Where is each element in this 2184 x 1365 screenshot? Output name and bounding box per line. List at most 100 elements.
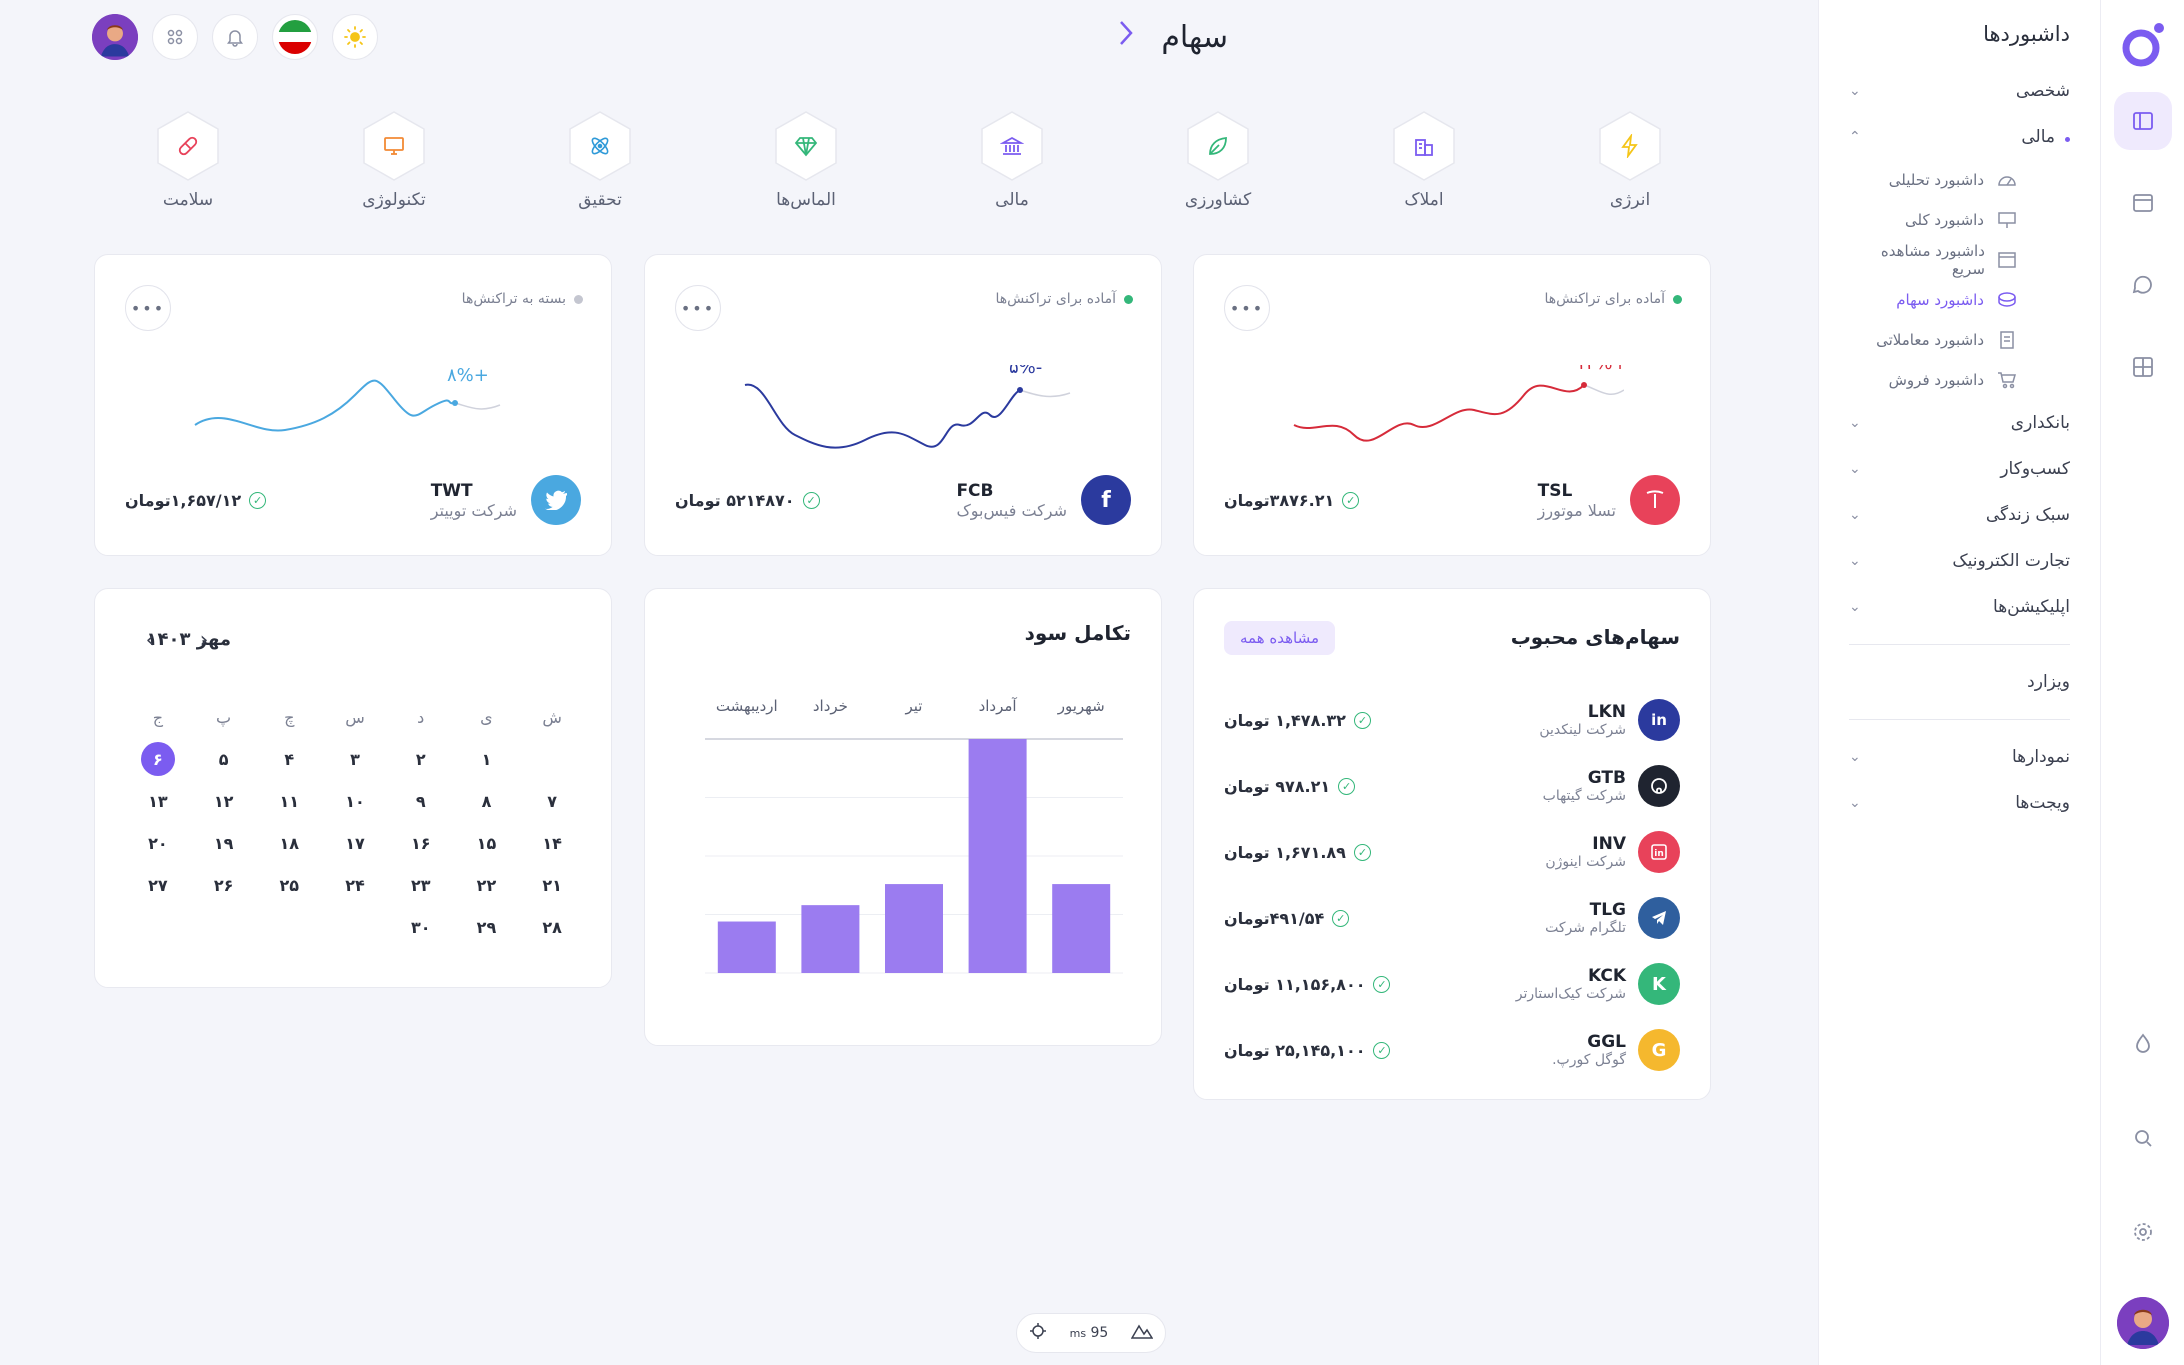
user-avatar[interactable] — [2116, 1297, 2169, 1349]
crosshair-icon[interactable] — [1029, 1322, 1047, 1344]
calendar-day[interactable]: ۱۵ — [476, 833, 497, 853]
svg-text:in: in — [1654, 849, 1664, 859]
mountain-icon[interactable] — [1131, 1323, 1154, 1343]
calendar-day[interactable]: ۱۶ — [410, 833, 431, 853]
sidebar-group-ecommerce[interactable]: تجارت الکترونیک ⌄ — [1849, 538, 2070, 584]
calendar-day[interactable]: ۲۹ — [476, 917, 497, 937]
category-real-estate[interactable]: املاک — [1364, 110, 1484, 210]
sidebar-group-widgets[interactable]: ویجت‌ها ⌄ — [1849, 780, 2070, 826]
stock-company: شرکت فیس‌بوک — [956, 500, 1067, 520]
language-flag-icon[interactable] — [272, 14, 318, 60]
view-all-button[interactable]: مشاهده همه — [1224, 621, 1336, 655]
favorite-row-ggl[interactable]: G GGL گوگل کورپ. ✓ ۲۵,۱۴۵,۱۰۰ تومان — [1224, 1017, 1680, 1083]
calendar-day[interactable]: ۲۳ — [410, 875, 431, 895]
more-options-icon[interactable]: ••• — [1224, 285, 1270, 331]
theme-sun-icon[interactable] — [332, 14, 378, 60]
sidebar-group-lifestyle[interactable]: سبک زندگی ⌄ — [1849, 492, 2070, 538]
sidebar-item-stocks-dashboard[interactable]: داشبورد سهام — [1849, 280, 2070, 320]
calendar-day[interactable]: ۲ — [415, 749, 426, 769]
sidebar-group-finance[interactable]: مالی ⌃ — [1849, 114, 2070, 160]
calendar-day[interactable]: ۱۴ — [542, 833, 562, 853]
chat-icon[interactable] — [2114, 256, 2172, 314]
calendar-day[interactable]: ۴ — [284, 749, 295, 769]
favorite-row-inv[interactable]: in INV شرکت اینوژن ✓ ۱,۶۷۱.۸۹ تومان — [1224, 819, 1680, 885]
chevron-left-icon[interactable]: ‹ — [145, 627, 155, 653]
favorite-row-gtb[interactable]: GTB شرکت گیتهاب ✓ ۹۷۸.۲۱ تومان — [1224, 753, 1680, 819]
search-icon[interactable] — [2114, 1109, 2172, 1167]
category-diamonds[interactable]: الماس‌ها — [746, 110, 866, 210]
calendar-day[interactable]: ۱۰ — [345, 791, 365, 811]
calendar-day[interactable]: ۲۷ — [148, 875, 168, 895]
settings-gear-icon[interactable] — [2114, 1203, 2172, 1261]
sidebar-group-banking[interactable]: بانکداری ⌄ — [1849, 400, 2070, 446]
sidebar-item-wizard[interactable]: ویزارد — [1849, 659, 2070, 705]
favorite-row-kck[interactable]: K KCK شرکت کیک‌استارتر ✓ ۱۱,۱۵۶,۸۰۰ تومان — [1224, 951, 1680, 1017]
category-health[interactable]: سلامت — [128, 110, 248, 210]
calendar-weekday: ش — [542, 707, 562, 727]
stock-card-tsl[interactable]: آماده برای تراکنش‌ها ••• +۱۴% TSL تسلا م… — [1193, 254, 1711, 556]
category-energy[interactable]: انرژی — [1570, 110, 1690, 210]
sidebar-item-quickview-dashboard[interactable]: داشبورد مشاهده سریع — [1849, 240, 2070, 280]
notification-bell-icon[interactable] — [212, 14, 258, 60]
category-research[interactable]: تحقیق — [540, 110, 660, 210]
calendar-day[interactable]: ۳ — [350, 749, 360, 769]
sidebar-item-trading-dashboard[interactable]: داشبورد معاملاتی — [1849, 320, 2070, 360]
chevron-right-icon[interactable] — [1115, 18, 1137, 56]
calendar-day[interactable]: ۱۸ — [279, 833, 300, 853]
chevron-right-icon[interactable]: › — [199, 627, 209, 653]
calendar-day[interactable]: ۸ — [481, 791, 492, 811]
calendar-day[interactable]: ۱۱ — [279, 791, 300, 811]
chevron-down-icon: ⌄ — [1849, 749, 1861, 765]
sidebar-item-sales-dashboard[interactable]: داشبورد فروش — [1849, 360, 2070, 400]
calendar-day[interactable]: ۲۱ — [542, 875, 562, 895]
calendar-weekday: ی — [480, 707, 493, 727]
gauge-icon — [1996, 171, 2018, 189]
sidebar-group-personal[interactable]: شخصی ⌄ — [1849, 68, 2070, 114]
sidebar-group-apps[interactable]: اپلیکیشن‌ها ⌄ — [1849, 584, 2070, 630]
drop-icon[interactable] — [2114, 1015, 2172, 1073]
sidebar-group-business[interactable]: کسب‌وکار ⌄ — [1849, 446, 2070, 492]
calendar-weekday: ج — [152, 707, 164, 727]
category-technology[interactable]: تکنولوژی — [334, 110, 454, 210]
favorite-row-tlg[interactable]: TLG تلگرام شرکت ✓ ۴۹۱/۵۴تومان — [1224, 885, 1680, 951]
more-options-icon[interactable]: ••• — [125, 285, 171, 331]
calendar-day[interactable]: ۲۴ — [345, 875, 365, 895]
apps-grid-icon[interactable] — [152, 14, 198, 60]
calendar-day[interactable]: ۲۶ — [213, 875, 234, 895]
calendar-today[interactable]: ۶ — [140, 742, 175, 776]
calendar-day[interactable]: ۱ — [481, 749, 492, 769]
calendar-day[interactable]: ۱۲ — [213, 791, 234, 811]
calendar-day[interactable]: ۱۳ — [148, 791, 168, 811]
sidebar-item-overview-dashboard[interactable]: داشبورد کلی — [1849, 200, 2070, 240]
stock-change: +۱۴% — [1576, 365, 1624, 374]
stock-status: بسته به تراکنش‌ها — [462, 291, 583, 307]
stock-ticker: TWT — [430, 480, 473, 501]
category-finance[interactable]: مالی — [952, 110, 1072, 210]
sidebar-toggle-icon[interactable] — [2113, 92, 2172, 150]
calendar-day[interactable]: ۲۸ — [542, 917, 562, 937]
calendar-nav: ‹ › — [135, 625, 219, 655]
layout-icon[interactable] — [2114, 174, 2172, 232]
grid-icon[interactable] — [2114, 338, 2172, 396]
calendar-day[interactable]: ۵ — [218, 749, 229, 769]
calendar-empty-cell — [519, 743, 585, 775]
calendar-day[interactable]: ۳۰ — [410, 917, 431, 937]
sidebar-item-analytics-dashboard[interactable]: داشبورد تحلیلی — [1849, 160, 2070, 200]
stock-card-twt[interactable]: بسته به تراکنش‌ها ••• +۸% TWT شرکت توییت… — [94, 254, 612, 556]
stock-card-fcb[interactable]: آماده برای تراکنش‌ها ••• -۵% f FCB شرکت … — [644, 254, 1162, 556]
calendar-day[interactable]: ۷ — [547, 791, 558, 811]
calendar-day[interactable]: ۶ — [125, 742, 191, 776]
calendar-day[interactable]: ۹ — [415, 791, 426, 811]
favorite-row-lkn[interactable]: in LKN شرکت لینکدین ✓ ۱,۴۷۸.۳۲ تومان — [1224, 687, 1680, 753]
calendar-day[interactable]: ۱۷ — [345, 833, 365, 853]
category-agriculture[interactable]: کشاورزی — [1158, 110, 1278, 210]
sidebar-group-charts[interactable]: نمودارها ⌄ — [1849, 734, 2070, 780]
calendar-day[interactable]: ۲۵ — [279, 875, 300, 895]
brand-logo-icon[interactable] — [2117, 18, 2169, 70]
calendar-day[interactable]: ۲۲ — [476, 875, 497, 895]
calendar-day[interactable]: ۲۰ — [148, 833, 168, 853]
profile-avatar[interactable] — [92, 14, 138, 60]
category-label: تکنولوژی — [362, 190, 426, 210]
more-options-icon[interactable]: ••• — [675, 285, 721, 331]
calendar-day[interactable]: ۱۹ — [213, 833, 234, 853]
